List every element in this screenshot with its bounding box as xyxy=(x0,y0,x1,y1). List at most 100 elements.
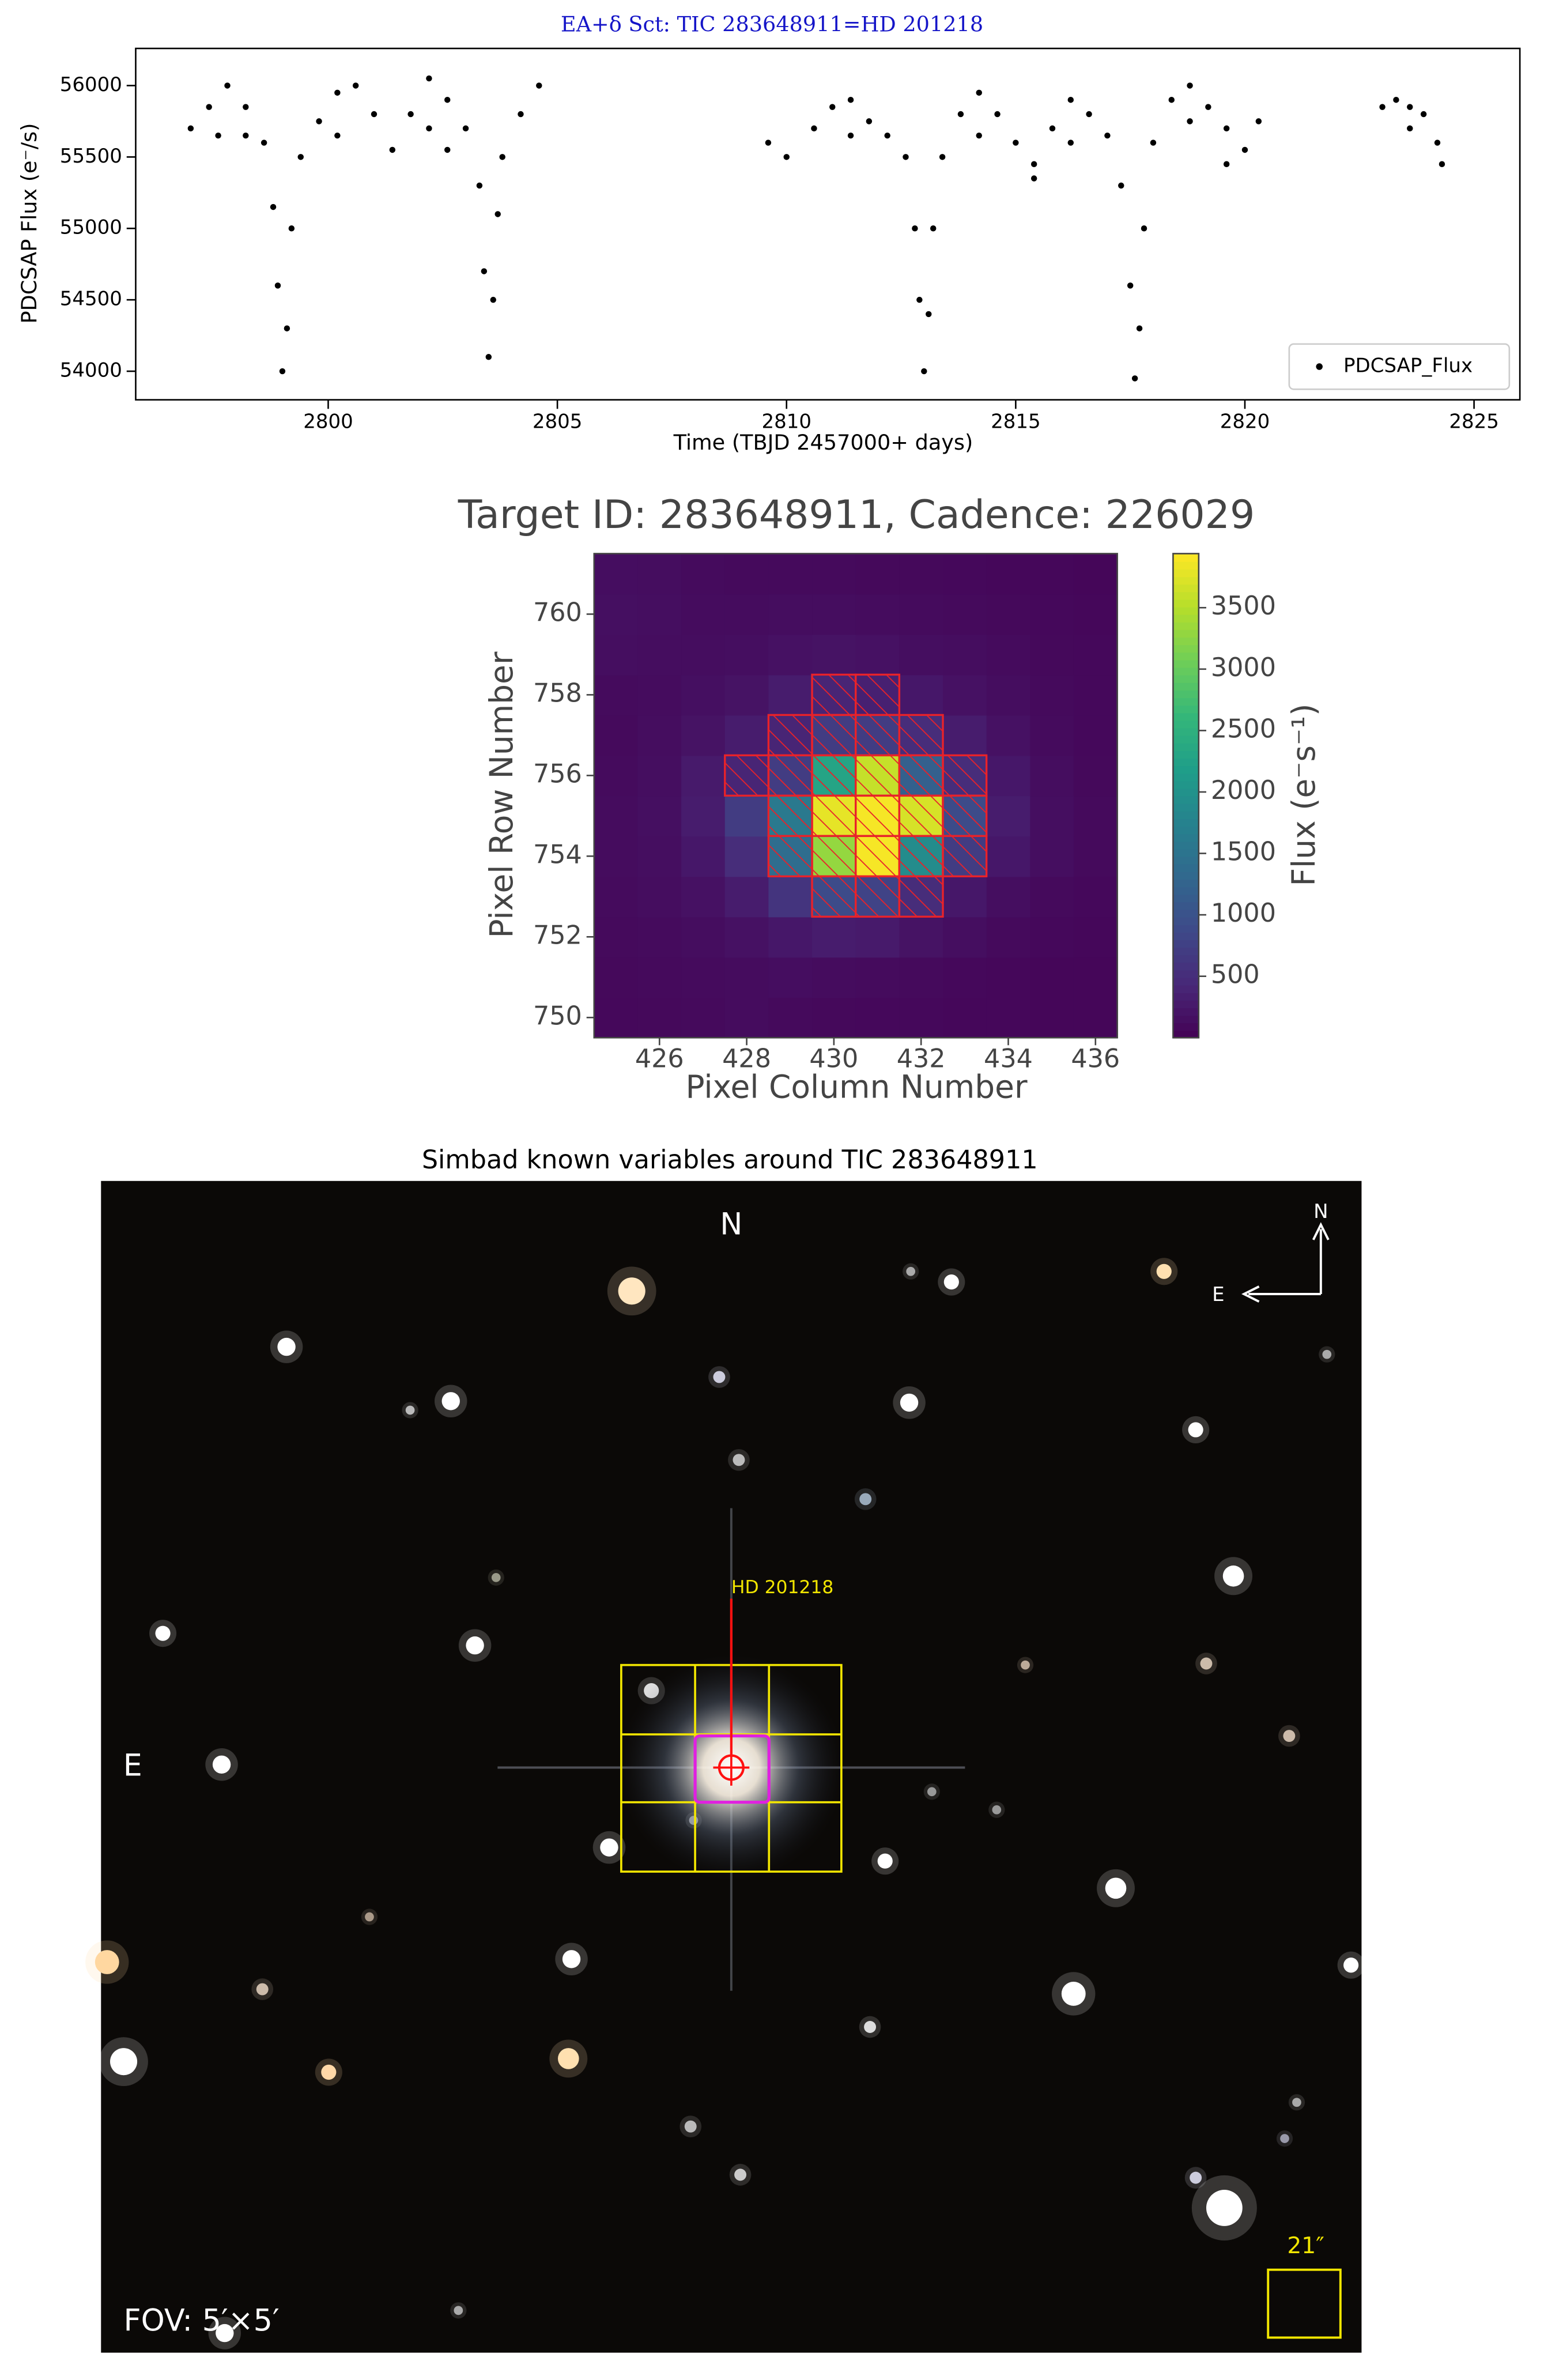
star xyxy=(992,1805,1002,1815)
data-point xyxy=(270,203,277,210)
data-point xyxy=(444,97,451,103)
heatmap-cell xyxy=(724,553,769,595)
heatmap-cell xyxy=(1073,836,1118,877)
data-point xyxy=(481,268,488,274)
star xyxy=(618,1277,645,1305)
data-point xyxy=(829,104,836,110)
data-point xyxy=(1104,132,1111,139)
heatmap-cell xyxy=(768,674,813,716)
heatmap-cell xyxy=(594,795,639,837)
heatmap-cell xyxy=(943,674,987,716)
heatmap-cell xyxy=(1073,594,1118,635)
heatmap-cell xyxy=(637,916,682,958)
colorbar-segment xyxy=(1173,863,1199,872)
colorbar-segment xyxy=(1173,720,1199,729)
heatmap-cell xyxy=(681,876,726,918)
image-title: Simbad known variables around TIC 283648… xyxy=(422,1145,1038,1175)
heatmap-cell xyxy=(681,997,726,1039)
data-point xyxy=(518,111,524,118)
heatmap-cell xyxy=(637,957,682,998)
heatmap-cell xyxy=(594,836,639,877)
heatmap-cell xyxy=(768,594,813,635)
heatmap-cell xyxy=(943,997,987,1039)
star xyxy=(1206,2190,1243,2226)
aperture-pixel xyxy=(811,875,857,918)
data-point xyxy=(1131,375,1138,382)
data-point xyxy=(1379,104,1386,110)
data-point xyxy=(1150,139,1157,146)
colorbar-segment xyxy=(1173,689,1199,699)
x-tick-label: 426 xyxy=(635,1044,684,1074)
aperture-pixel xyxy=(811,835,857,878)
heatmap-cell xyxy=(637,755,682,797)
heatmap-cell xyxy=(637,674,682,716)
x-tick-label: 434 xyxy=(984,1044,1033,1074)
heatmap-cell xyxy=(681,674,726,716)
data-point xyxy=(1049,125,1056,132)
colorbar-segment xyxy=(1173,795,1199,804)
data-point xyxy=(288,225,295,232)
heatmap-cell xyxy=(637,876,682,918)
heatmap-cell xyxy=(943,634,987,676)
data-point xyxy=(1393,97,1399,103)
star xyxy=(1280,2134,1289,2143)
star xyxy=(110,2048,138,2076)
colorbar-segment xyxy=(1173,1007,1199,1016)
heatmap-cell xyxy=(986,674,1031,716)
x-axis-label: Pixel Column Number xyxy=(685,1068,1027,1105)
heatmap-cell xyxy=(724,634,769,676)
aperture-pixel xyxy=(811,673,857,716)
x-tick-label: 2805 xyxy=(533,410,583,433)
heatmap-cell xyxy=(1073,755,1118,797)
data-point xyxy=(274,282,281,289)
heatmap-cell xyxy=(724,957,769,998)
heatmap-cell xyxy=(1030,795,1075,837)
colorbar-segment xyxy=(1173,977,1199,986)
colorbar-segment xyxy=(1173,878,1199,888)
colorbar-segment xyxy=(1173,1023,1199,1031)
x-axis-label: Time (TBJD 2457000+ days) xyxy=(673,430,973,455)
colorbar-segment xyxy=(1173,682,1199,691)
heatmap-cell xyxy=(855,594,900,635)
aperture-pixel xyxy=(854,673,901,716)
heatmap-cell xyxy=(812,997,856,1039)
y-tick-label: 760 xyxy=(533,598,582,627)
star xyxy=(1200,1657,1213,1670)
heatmap-cell xyxy=(899,957,944,998)
data-point xyxy=(884,132,890,139)
heatmap-cell xyxy=(768,634,813,676)
data-point xyxy=(847,97,854,103)
data-point xyxy=(1223,125,1230,132)
data-point xyxy=(1030,161,1037,167)
fov-label: FOV: 5′×5′ xyxy=(124,2303,280,2338)
star xyxy=(1343,1957,1359,1973)
chart-title: Target ID: 283648911, Cadence: 226029 xyxy=(458,492,1255,538)
colorbar-segment xyxy=(1173,652,1199,661)
heatmap-cell xyxy=(594,634,639,676)
aperture-pixel xyxy=(767,754,813,797)
heatmap-cell xyxy=(681,836,726,877)
colorbar-tick-label: 2000 xyxy=(1211,776,1276,805)
colorbar-segment xyxy=(1173,954,1199,963)
heatmap-cell xyxy=(1030,997,1075,1039)
heatmap-cell xyxy=(986,594,1031,635)
heatmap-cell xyxy=(943,594,987,635)
heatmap-cell xyxy=(1030,674,1075,716)
heatmap-cell xyxy=(681,634,726,676)
colorbar-segment xyxy=(1173,999,1199,1009)
heatmap-cell xyxy=(855,997,900,1039)
colorbar-segment xyxy=(1173,803,1199,812)
colorbar-segment xyxy=(1173,614,1199,623)
data-point xyxy=(206,104,212,110)
colorbar-segment xyxy=(1173,825,1199,835)
colorbar-segment xyxy=(1173,848,1199,857)
x-tick-label: 2815 xyxy=(991,410,1041,433)
star xyxy=(441,1392,460,1410)
colorbar-segment xyxy=(1173,667,1199,676)
compass-east: E xyxy=(1212,1283,1224,1306)
colorbar-segment xyxy=(1173,841,1199,850)
colorbar-segment xyxy=(1173,946,1199,956)
data-point xyxy=(426,125,432,132)
aperture-pixel xyxy=(942,835,988,878)
heatmap-cell xyxy=(724,997,769,1039)
